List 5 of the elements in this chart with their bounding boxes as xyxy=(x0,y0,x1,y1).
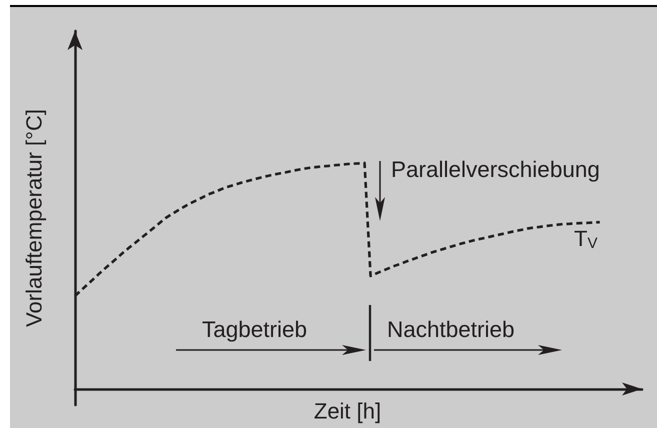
y-axis-title: Vorlauftemperatur [°C] xyxy=(22,109,46,327)
annotation: Nachtbetrieb xyxy=(387,317,515,342)
annotation: Parallelverschiebung xyxy=(391,157,600,182)
annotation: Tagbetrieb xyxy=(202,317,308,342)
x-axis-title: Zeit [h] xyxy=(314,398,382,424)
